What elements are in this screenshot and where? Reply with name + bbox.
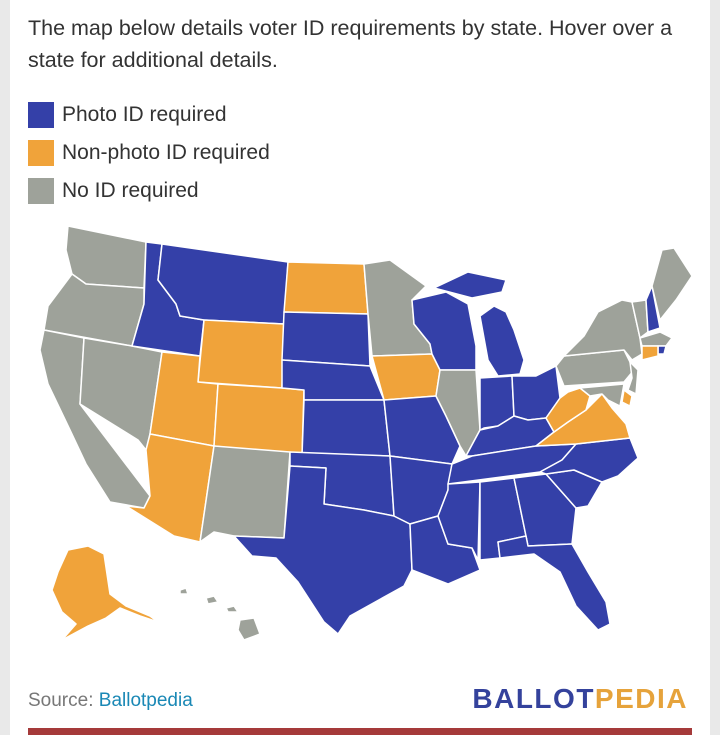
logo-part-ballot: BALLOT xyxy=(472,683,595,714)
source-link[interactable]: Ballotpedia xyxy=(98,690,193,711)
state-WY[interactable] xyxy=(197,319,285,389)
legend-label-none: No ID required xyxy=(62,179,199,202)
source-line: Source: Ballotpedia xyxy=(28,690,193,712)
legend-swatch-photo xyxy=(28,102,54,128)
state-FL[interactable] xyxy=(497,535,611,631)
intro-text: The map below details voter ID requireme… xyxy=(28,16,673,72)
state-SD[interactable] xyxy=(281,311,371,367)
state-NC[interactable] xyxy=(539,437,639,483)
state-MD[interactable] xyxy=(579,383,625,407)
legend-label-photo: Photo ID required xyxy=(62,103,227,126)
state-CO[interactable] xyxy=(213,383,305,457)
state-NJ[interactable] xyxy=(627,361,639,395)
state-ND[interactable] xyxy=(283,261,369,315)
state-ME[interactable] xyxy=(651,247,692,321)
us-voter-id-map xyxy=(39,225,692,641)
legend: Photo ID required Non-photo ID required … xyxy=(28,96,270,210)
map-card: The map below details voter ID requireme… xyxy=(10,0,710,735)
legend-item-nonphoto: Non-photo ID required xyxy=(28,134,270,172)
legend-item-photo: Photo ID required xyxy=(28,96,270,134)
state-IL[interactable] xyxy=(435,369,481,457)
state-AK[interactable] xyxy=(51,545,159,641)
state-HI[interactable] xyxy=(179,587,261,641)
state-IA[interactable] xyxy=(371,353,441,401)
legend-swatch-none xyxy=(28,178,54,204)
state-KS[interactable] xyxy=(301,399,391,457)
legend-label-nonphoto: Non-photo ID required xyxy=(62,141,270,164)
state-DE[interactable] xyxy=(621,389,633,407)
state-NM[interactable] xyxy=(199,445,291,543)
state-RI[interactable] xyxy=(657,345,667,355)
state-CT[interactable] xyxy=(641,345,659,361)
legend-item-none: No ID required xyxy=(28,172,270,210)
state-MA[interactable] xyxy=(639,331,673,347)
state-TX[interactable] xyxy=(233,465,413,635)
bottom-accent-bar xyxy=(28,728,692,735)
legend-swatch-nonphoto xyxy=(28,140,54,166)
state-NY[interactable] xyxy=(563,299,643,361)
state-MI[interactable] xyxy=(433,271,525,377)
ballotpedia-logo[interactable]: BALLOTPEDIA xyxy=(472,683,688,715)
source-prefix: Source: xyxy=(28,690,94,711)
logo-part-pedia: PEDIA xyxy=(594,683,688,714)
state-NH[interactable] xyxy=(645,285,661,333)
